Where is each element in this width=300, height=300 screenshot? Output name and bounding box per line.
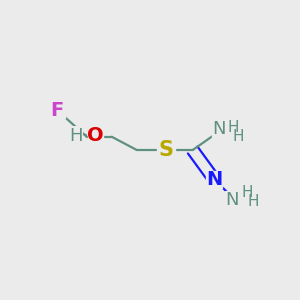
Text: H: H (228, 119, 239, 134)
Bar (49, 102, 65, 118)
Bar (158, 142, 175, 158)
Text: H: H (247, 194, 259, 209)
Text: F: F (51, 101, 64, 120)
Text: S: S (159, 140, 174, 160)
Bar (206, 171, 222, 188)
Text: H: H (242, 185, 253, 200)
Bar (88, 128, 103, 143)
Text: H: H (232, 129, 244, 144)
Text: N: N (206, 170, 222, 189)
Text: N: N (212, 120, 226, 138)
Text: ·: · (82, 127, 88, 145)
Bar (225, 191, 246, 209)
Text: O: O (87, 126, 104, 146)
Text: N: N (226, 191, 239, 209)
Bar (212, 121, 232, 138)
Text: H: H (69, 127, 82, 145)
